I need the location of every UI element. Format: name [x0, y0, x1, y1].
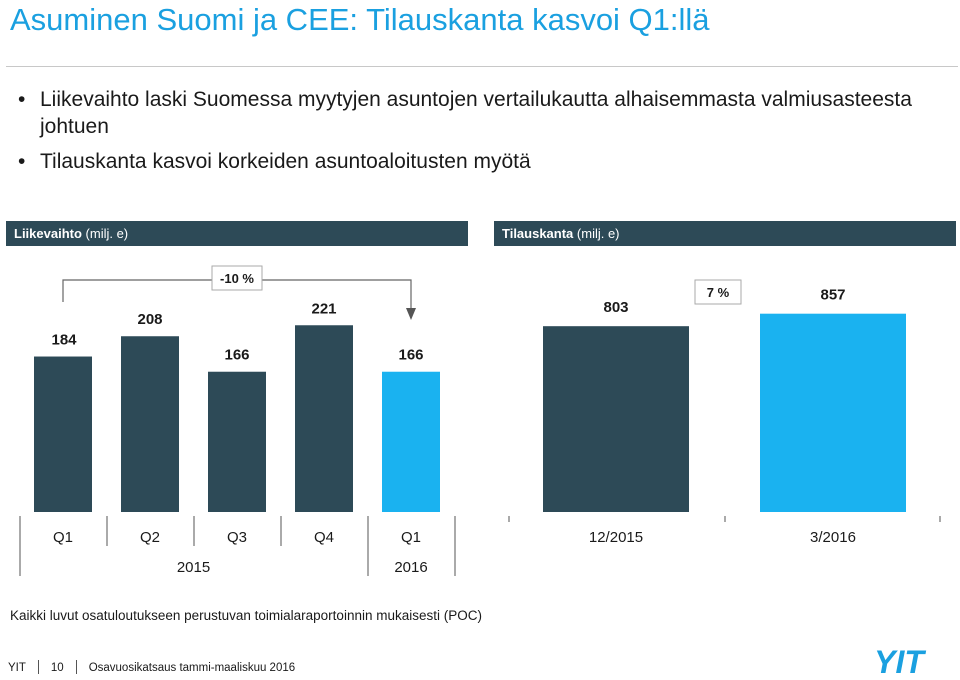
slide-title: Asuminen Suomi ja CEE: Tilauskanta kasvo…	[10, 2, 710, 37]
revenue-value-label: 166	[398, 347, 423, 364]
change-label: -10 %	[220, 271, 254, 286]
bullet-item: Liikevaihto laski Suomessa myytyjen asun…	[14, 86, 944, 140]
revenue-header: Liikevaihto (milj. e)	[6, 221, 468, 246]
order-backlog-header-title: Tilauskanta	[502, 226, 574, 241]
logo-text: YIT	[874, 646, 926, 676]
revenue-category-label: Q1	[53, 529, 73, 546]
revenue-year-label: 2016	[394, 559, 427, 576]
bullet-item: Tilauskanta kasvoi korkeiden asuntoaloit…	[14, 148, 944, 175]
bullet-list: Liikevaihto laski Suomessa myytyjen asun…	[14, 86, 944, 183]
title-divider	[6, 66, 958, 67]
change-label: 7 %	[707, 285, 730, 300]
revenue-year-label: 2015	[177, 559, 210, 576]
footer: YIT 10 Osavuosikatsaus tammi-maaliskuu 201…	[8, 660, 295, 674]
revenue-value-label: 208	[137, 311, 162, 328]
revenue-bar	[121, 336, 179, 512]
footer-separator	[37, 660, 39, 674]
backlog-value-label: 857	[820, 287, 845, 304]
backlog-value-label: 803	[603, 299, 628, 316]
footer-page-number: 10	[50, 662, 64, 674]
revenue-category-label: Q1	[401, 529, 421, 546]
revenue-bar	[295, 325, 353, 512]
order-backlog-header: Tilauskanta (milj. e)	[494, 221, 956, 246]
change-box	[694, 279, 742, 305]
change-arrow	[406, 308, 416, 320]
change-box	[211, 265, 263, 291]
backlog-category-label: 3/2016	[810, 529, 856, 546]
revenue-header-unit: (milj. e)	[81, 226, 129, 241]
backlog-bar	[760, 313, 906, 512]
revenue-category-label: Q2	[140, 529, 160, 546]
revenue-bar	[34, 356, 92, 512]
backlog-category-label: 12/2015	[589, 529, 643, 546]
backlog-bar	[543, 326, 689, 512]
revenue-value-label: 184	[51, 332, 77, 349]
footer-separator	[75, 660, 77, 674]
revenue-value-label: 166	[224, 347, 249, 364]
footer-company: YIT	[8, 662, 26, 674]
revenue-category-label: Q4	[314, 529, 334, 546]
revenue-bar	[382, 371, 440, 512]
revenue-header-title: Liikevaihto	[14, 226, 82, 241]
footnote: Kaikki luvut osatuloutukseen perustuvan …	[10, 608, 482, 623]
footer-document-title: Osavuosikatsaus tammi-maaliskuu 2016	[88, 662, 296, 674]
bar-charts: 184 208 166 221 166 Q1 Q2 Q3 Q4 Q1 2015 2016 -10 % 80…	[19, 265, 941, 576]
yit-logo: YIT	[874, 646, 926, 676]
order-backlog-header-unit: (milj. e)	[573, 226, 620, 241]
revenue-category-label: Q3	[227, 529, 247, 546]
revenue-value-label: 221	[311, 300, 336, 317]
revenue-bar	[208, 371, 266, 512]
